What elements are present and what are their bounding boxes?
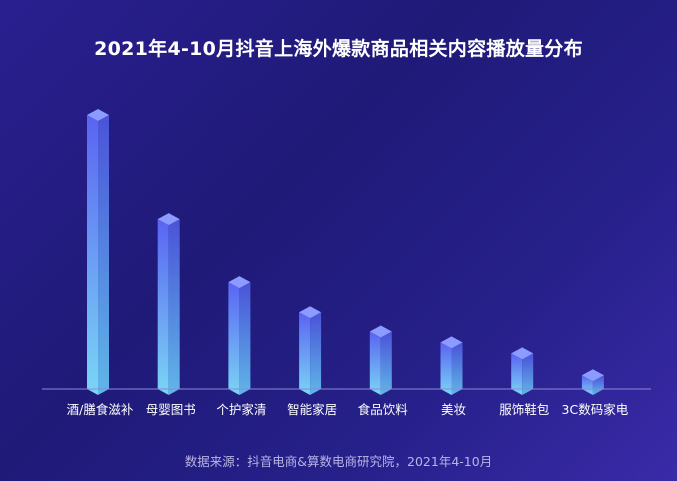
category-label: 3C数码家电 [562, 402, 629, 417]
bar-face-right [98, 115, 109, 395]
bar-face-left [157, 219, 169, 395]
bar-cap [299, 306, 322, 319]
bar-face-right [592, 375, 604, 395]
bar-face-left [440, 342, 452, 395]
bar-face-left [299, 312, 311, 395]
bar-face-right [522, 353, 534, 395]
bar-4 [299, 306, 322, 395]
bar-8 [581, 369, 604, 395]
bar-face-left [581, 375, 593, 395]
bar-face-left [369, 331, 381, 395]
bar-cap [157, 213, 180, 226]
bar-face-left [87, 115, 98, 395]
bar-cap [369, 325, 392, 338]
category-label: 智能家居 [287, 402, 337, 417]
bar-face-right [310, 312, 322, 395]
bar-face-left [511, 353, 523, 395]
bar-5 [369, 325, 392, 395]
category-label: 酒/膳食滋补 [67, 402, 134, 417]
bar-face-right [239, 282, 251, 395]
category-label: 美妆 [441, 402, 466, 417]
category-labels-group: 酒/膳食滋补 母婴图书 个护家清 智能家居 食品饮料 美妆 服饰鞋包 3C数码家电 [67, 402, 629, 417]
category-label: 个护家清 [216, 402, 266, 417]
bars-group [87, 109, 604, 395]
chart-title: 2021年4-10月抖音上海外爆款商品相关内容播放量分布 [94, 38, 583, 60]
bar-1 [87, 109, 109, 395]
bar-face-right [451, 342, 463, 395]
bar-2 [157, 213, 180, 395]
bar-face-right [168, 219, 180, 395]
bar-cap [87, 109, 109, 121]
bar-cap [228, 276, 251, 289]
category-label: 服饰鞋包 [499, 402, 549, 417]
category-label: 母婴图书 [146, 402, 196, 417]
bar-face-right [380, 331, 392, 395]
bar-face-left [228, 282, 240, 395]
data-source-note: 数据来源：抖音电商&算数电商研究院，2021年4-10月 [184, 454, 493, 469]
bar-7 [511, 347, 534, 395]
bar-cap [440, 336, 463, 349]
bar-cap [511, 347, 534, 360]
bar-3 [228, 276, 251, 395]
bar-cap [581, 369, 604, 382]
category-label: 食品饮料 [358, 402, 409, 417]
bar-6 [440, 336, 463, 395]
